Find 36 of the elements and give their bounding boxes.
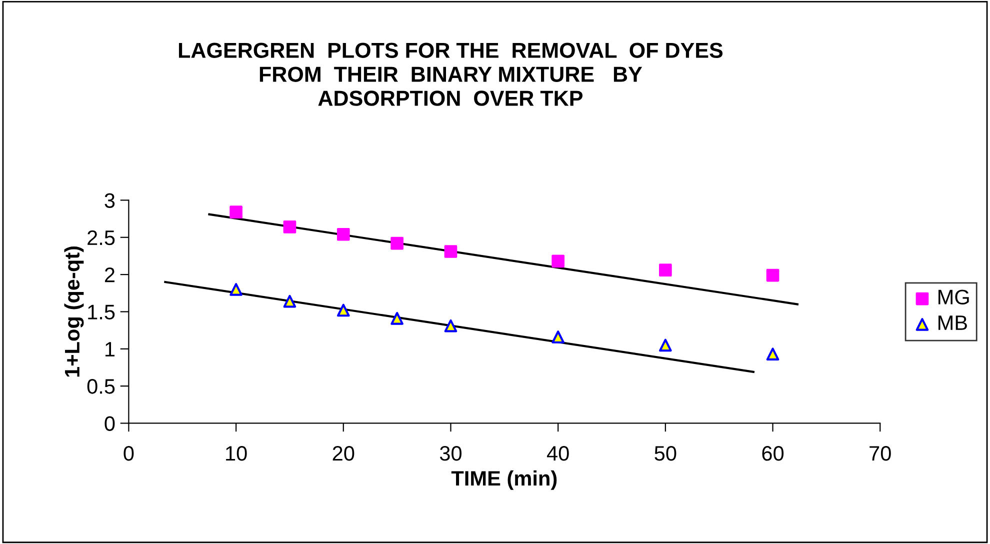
point [336, 304, 350, 317]
point [766, 348, 780, 361]
chart-title: LAGERGREN PLOTS FOR THE REMOVAL OF DYES FROM THEIR BINARY MIXTURE BY ADSORPTION OVER TKP [178, 42, 723, 106]
x-tick-label: 30 [440, 446, 462, 461]
x-tick-label: 0 [124, 446, 134, 461]
y-tick-label: 0 [104, 416, 115, 431]
point [336, 228, 350, 241]
point [283, 220, 296, 234]
point [658, 338, 672, 352]
point [766, 268, 780, 282]
x-tick-label: 40 [546, 446, 569, 461]
point [444, 245, 458, 258]
y-tick-label: 0.5 [87, 379, 115, 394]
point [658, 264, 672, 276]
x-tick-label: 70 [870, 446, 891, 461]
legend-label: MB [938, 316, 967, 330]
point [390, 312, 404, 325]
point [390, 236, 404, 250]
point [230, 206, 242, 219]
x-axis-title: TIME (min) [451, 470, 557, 490]
y-tick-label: 2 [104, 268, 114, 282]
y-tick-label: 1.5 [88, 304, 115, 320]
x-tick-label: 60 [762, 446, 784, 461]
point [283, 294, 296, 308]
y-tick-label: 1 [106, 342, 114, 356]
y-tick-label: 3 [104, 193, 115, 208]
x-tick-label: 10 [226, 446, 247, 461]
x-tick-label: 20 [332, 446, 354, 461]
point [552, 254, 564, 268]
point [444, 319, 458, 332]
x-tick-label: 50 [654, 446, 676, 461]
y-tick-label: 2.5 [88, 230, 115, 246]
point [230, 282, 242, 296]
y-axis-title: 1+Log (qe-qt) [64, 246, 84, 377]
legend-label: MG [938, 290, 969, 304]
point [552, 330, 564, 344]
